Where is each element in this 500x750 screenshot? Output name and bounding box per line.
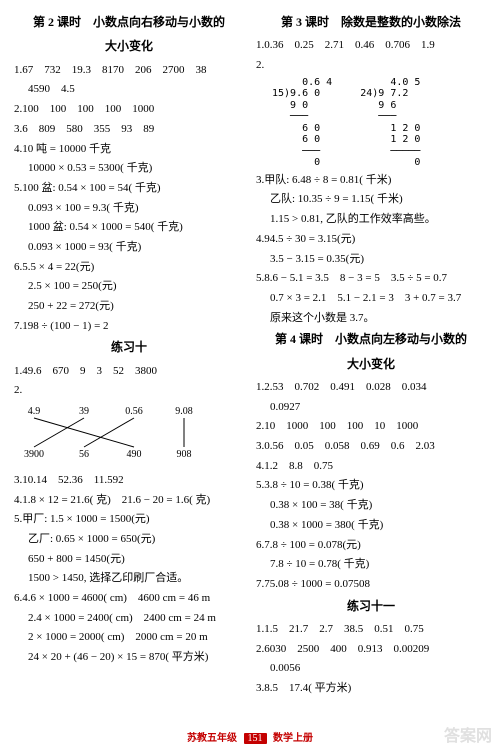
- answer-line: 4.1.2 8.8 0.75: [256, 457, 486, 476]
- answer-line: 7.8 ÷ 10 = 0.78( 千克): [256, 555, 486, 574]
- answer-line: 4.1.8 × 12 = 21.6( 克) 21.6 − 20 = 1.6( 克…: [14, 491, 244, 510]
- answer-line: 3.10.14 52.36 11.592: [14, 471, 244, 490]
- match-top: 9.08: [175, 406, 193, 417]
- answer-line: 1.15 > 0.81, 乙队的工作效率高些。: [256, 210, 486, 229]
- answer-line: 乙队: 10.35 ÷ 9 = 1.15( 千米): [256, 190, 486, 209]
- match-bot: 56: [79, 449, 89, 460]
- right-column: 第 3 课时 除数是整数的小数除法 1.0.36 0.25 2.71 0.46 …: [256, 10, 486, 699]
- page-number: 151: [244, 733, 267, 744]
- lesson-4-title-1: 第 4 课时 小数点向左移动与小数的: [256, 329, 486, 349]
- answer-line: 3.5 − 3.15 = 0.35(元): [256, 250, 486, 269]
- answer-line: 1000 盆: 0.54 × 1000 = 540( 千克): [14, 218, 244, 237]
- page-footer: 苏教五年级 151 数学上册: [0, 729, 500, 744]
- answer-line: 1.0.36 0.25 2.71 0.46 0.706 1.9: [256, 36, 486, 55]
- answer-line: 4.94.5 ÷ 30 = 3.15(元): [256, 230, 486, 249]
- answer-line: 2 × 1000 = 2000( cm) 2000 cm = 20 m: [14, 628, 244, 647]
- answer-line: 7.198 ÷ (100 − 1) = 2: [14, 317, 244, 336]
- answer-line: 2.10 1000 100 100 10 1000: [256, 417, 486, 436]
- practice-11-title: 练习十一: [256, 596, 486, 616]
- answer-line: 0.38 × 1000 = 380( 千克): [256, 516, 486, 535]
- long-division-2: 4.0 5 24)9 7.2 9 6 ─── 1 2 0 1 2 0 ─────…: [360, 77, 420, 169]
- answer-line: 650 + 800 = 1450(元): [14, 550, 244, 569]
- answer-line: 6.4.6 × 1000 = 4600( cm) 4600 cm = 46 m: [14, 589, 244, 608]
- match-bot: 908: [177, 449, 192, 460]
- answer-line: 0.093 × 100 = 9.3( 千克): [14, 199, 244, 218]
- answer-line: 250 + 22 = 272(元): [14, 297, 244, 316]
- practice-10-title: 练习十: [14, 337, 244, 357]
- footer-left: 苏教五年级: [187, 733, 237, 744]
- lesson-4-title-2: 大小变化: [256, 354, 486, 374]
- lesson-3-title: 第 3 课时 除数是整数的小数除法: [256, 12, 486, 32]
- long-division-1: 0.6 4 15)9.6 0 9 0 ─── 6 0 6 0 ─── 0: [272, 77, 332, 169]
- answer-line: 5.甲厂: 1.5 × 1000 = 1500(元): [14, 510, 244, 529]
- answer-line: 10000 × 0.53 = 5300( 千克): [14, 159, 244, 178]
- answer-line: 7.75.08 ÷ 1000 = 0.07508: [256, 575, 486, 594]
- watermark: 答案网: [444, 722, 492, 746]
- match-bot: 3900: [24, 449, 44, 460]
- answer-line: 5.100 盆: 0.54 × 100 = 54( 千克): [14, 179, 244, 198]
- answer-line: 5.8.6 − 5.1 = 3.5 8 − 3 = 5 3.5 ÷ 5 = 0.…: [256, 269, 486, 288]
- lesson-2-title-2: 大小变化: [14, 36, 244, 56]
- matching-diagram: 4.9 39 0.56 9.08 3900 56 490 908: [14, 404, 244, 467]
- long-division-row: 0.6 4 15)9.6 0 9 0 ─── 6 0 6 0 ─── 0 4.0…: [256, 77, 486, 169]
- match-top: 0.56: [125, 406, 143, 417]
- answer-line: 1.49.6 670 9 3 52 3800: [14, 362, 244, 381]
- answer-line: 2.100 100 100 100 1000: [14, 100, 244, 119]
- answer-line: 2.: [256, 56, 486, 75]
- answer-line: 1500 > 1450, 选择乙印刷厂合适。: [14, 569, 244, 588]
- answer-line: 4.10 吨 = 10000 千克: [14, 140, 244, 159]
- answer-line: 2.5 × 100 = 250(元): [14, 277, 244, 296]
- answer-line: 0.0056: [256, 659, 486, 678]
- answer-line: 2.: [14, 381, 244, 400]
- answer-line: 0.0927: [256, 398, 486, 417]
- match-top: 4.9: [28, 406, 41, 417]
- answer-line: 3.8.5 17.4( 平方米): [256, 679, 486, 698]
- answer-line: 0.7 × 3 = 2.1 5.1 − 2.1 = 3 3 + 0.7 = 3.…: [256, 289, 486, 308]
- answer-line: 3.0.56 0.05 0.058 0.69 0.6 2.03: [256, 437, 486, 456]
- answer-line: 3.甲队: 6.48 ÷ 8 = 0.81( 千米): [256, 171, 486, 190]
- answer-line: 原来这个小数是 3.7。: [256, 309, 486, 328]
- answer-line: 2.6030 2500 400 0.913 0.00209: [256, 640, 486, 659]
- footer-right: 数学上册: [273, 733, 313, 744]
- match-top: 39: [79, 406, 89, 417]
- match-bot: 490: [127, 449, 142, 460]
- lesson-2-title-1: 第 2 课时 小数点向右移动与小数的: [14, 12, 244, 32]
- answer-line: 6.7.8 ÷ 100 = 0.078(元): [256, 536, 486, 555]
- answer-line: 1.1.5 21.7 2.7 38.5 0.51 0.75: [256, 620, 486, 639]
- answer-line: 乙厂: 0.65 × 1000 = 650(元): [14, 530, 244, 549]
- answer-line: 3.6 809 580 355 93 89: [14, 120, 244, 139]
- answer-line: 24 × 20 + (46 − 20) × 15 = 870( 平方米): [14, 648, 244, 667]
- answer-line: 5.3.8 ÷ 10 = 0.38( 千克): [256, 476, 486, 495]
- answer-line: 1.67 732 19.3 8170 206 2700 38: [14, 61, 244, 80]
- left-column: 第 2 课时 小数点向右移动与小数的 大小变化 1.67 732 19.3 81…: [14, 10, 244, 699]
- answer-line: 6.5.5 × 4 = 22(元): [14, 258, 244, 277]
- answer-line: 1.2.53 0.702 0.491 0.028 0.034: [256, 378, 486, 397]
- answer-line: 4590 4.5: [14, 80, 244, 99]
- answer-line: 2.4 × 1000 = 2400( cm) 2400 cm = 24 m: [14, 609, 244, 628]
- answer-line: 0.093 × 1000 = 93( 千克): [14, 238, 244, 257]
- answer-line: 0.38 × 100 = 38( 千克): [256, 496, 486, 515]
